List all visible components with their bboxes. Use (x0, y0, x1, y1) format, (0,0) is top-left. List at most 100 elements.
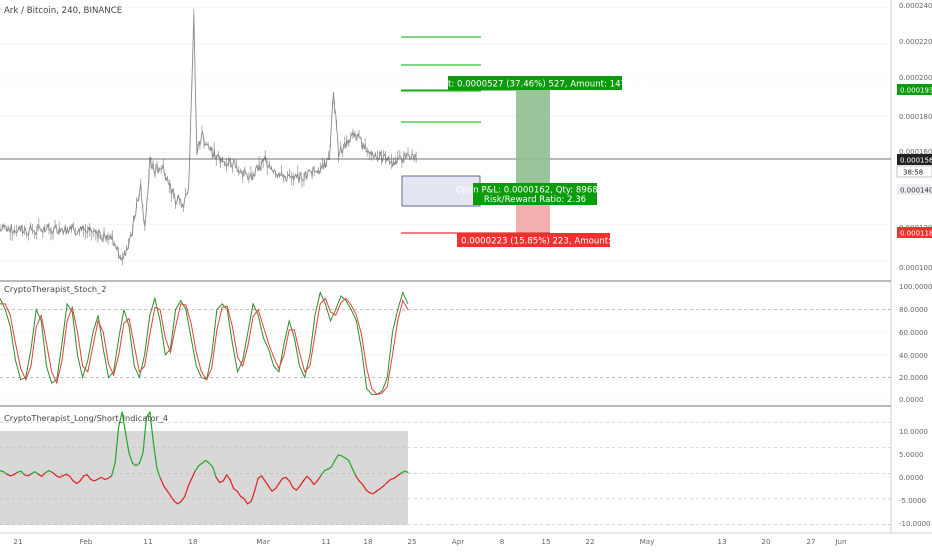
price-line[interactable] (0, 14, 417, 262)
ls-segment (250, 490, 256, 502)
ls-segment (114, 426, 120, 464)
time-label: 27 (806, 537, 815, 546)
time-label: Mar (256, 537, 270, 546)
ls-segment (198, 462, 203, 467)
ls-segment (254, 477, 259, 492)
ls-segment (226, 474, 231, 481)
ls-segment (240, 495, 245, 500)
ls-title[interactable]: CryptoTherapist_Long/Short_Indicator_4 (4, 413, 168, 423)
time-label: 15 (541, 537, 550, 546)
price-series[interactable] (0, 8, 417, 266)
ls-segment (316, 475, 322, 482)
main-grid (0, 7, 891, 262)
ls-segment (205, 459, 210, 464)
ls-segment (124, 431, 130, 454)
ls-segment (170, 495, 175, 502)
ls-segment (0, 470, 5, 473)
time-label: 8 (500, 537, 505, 546)
ls-segment (23, 474, 29, 477)
ls-segment (327, 466, 332, 470)
ls-segment (72, 480, 78, 485)
ls-segment (51, 471, 57, 476)
ls-segment (247, 500, 252, 505)
ls-segment (323, 468, 329, 472)
pnl-label-line2: Risk/Reward Ratio: 2.36 (484, 195, 586, 205)
ls-segment (334, 454, 339, 462)
ls-segment (313, 480, 318, 486)
ls-segment (41, 472, 46, 477)
ls-segment (379, 485, 385, 490)
ls-segment (201, 459, 207, 464)
time-label: Jun (834, 537, 846, 546)
long-position-tool[interactable]: Target: 0.0000527 (37.46%) 527, Amount: … (401, 76, 645, 247)
ls-segment (233, 488, 238, 492)
ls-segment (292, 487, 297, 491)
stop-price-badge (897, 227, 932, 238)
stoch-series[interactable] (0, 291, 409, 395)
ls-segment (184, 485, 189, 497)
ls-segment (376, 488, 381, 492)
stoch-grid (0, 286, 891, 401)
ls-segment (341, 455, 346, 459)
ls-segment (34, 471, 40, 475)
ls-segment (271, 488, 277, 492)
target-ladder[interactable] (401, 36, 481, 123)
target-price-badge (897, 84, 932, 95)
ls-segment (372, 490, 378, 495)
profit-zone[interactable] (516, 88, 550, 184)
current-price-badge-text: 0.0001569 (900, 157, 932, 165)
ls-segment (117, 411, 123, 428)
ls-segment (215, 476, 221, 484)
ls-segment (96, 476, 102, 480)
stoch-k-line[interactable] (0, 291, 409, 395)
time-axis[interactable]: 21 Feb 11 18 Mar 11 18 25 Apr 8 15 22 Ma… (13, 537, 846, 546)
ls-segment (138, 452, 144, 464)
ls-segment (187, 477, 193, 487)
target-label-bg (448, 76, 622, 90)
ls-segment (194, 465, 200, 472)
ls-segment (145, 411, 151, 418)
ls-tick-label: 5.0000 (899, 451, 924, 459)
time-label: 13 (717, 537, 726, 546)
stoch-tick-label: 20.0000 (899, 374, 928, 382)
ls-segment (159, 477, 165, 487)
ls-segment (400, 470, 406, 474)
ls-segment (191, 470, 196, 479)
time-label: 21 (13, 537, 22, 546)
ls-segment (344, 457, 350, 462)
target-price-badge-text: 0.0001934 (900, 87, 932, 95)
ls-segment (76, 480, 81, 485)
stoch-tick-label: 80.0000 (899, 306, 928, 314)
ls-segment (383, 481, 388, 487)
ls-tick-label: -5.0000 (899, 497, 926, 505)
ls-tick-label: -10.0000 (899, 520, 930, 528)
ls-segment (257, 475, 263, 479)
ls-segment (48, 470, 53, 473)
ls-tick-label: 10.0000 (899, 428, 928, 436)
time-label: 22 (585, 537, 594, 546)
stoch-title[interactable]: CryptoTherapist_Stoch_2 (4, 284, 106, 294)
ls-segment (236, 490, 242, 497)
ls-segment (264, 480, 270, 487)
countdown-badge (896, 165, 932, 178)
time-label: Apr (452, 537, 464, 546)
ls-segment (62, 473, 67, 477)
ls-segment (260, 475, 266, 482)
ls-segment (20, 470, 25, 476)
stop-label-bg (457, 233, 610, 247)
ls-segment (330, 459, 336, 468)
stoch-axis: 100.0000 80.0000 60.0000 40.0000 20.0000… (899, 283, 932, 404)
ls-segment (219, 480, 224, 484)
ls-segment (27, 473, 32, 477)
stoch-d-line[interactable] (0, 297, 409, 395)
ls-segment (156, 467, 161, 479)
ls-segment (396, 472, 402, 477)
ls-segment (229, 479, 235, 490)
ls-series[interactable] (0, 411, 409, 505)
entry-price-badge-text: 0.0001407 (900, 187, 932, 195)
ls-segment (243, 498, 249, 505)
